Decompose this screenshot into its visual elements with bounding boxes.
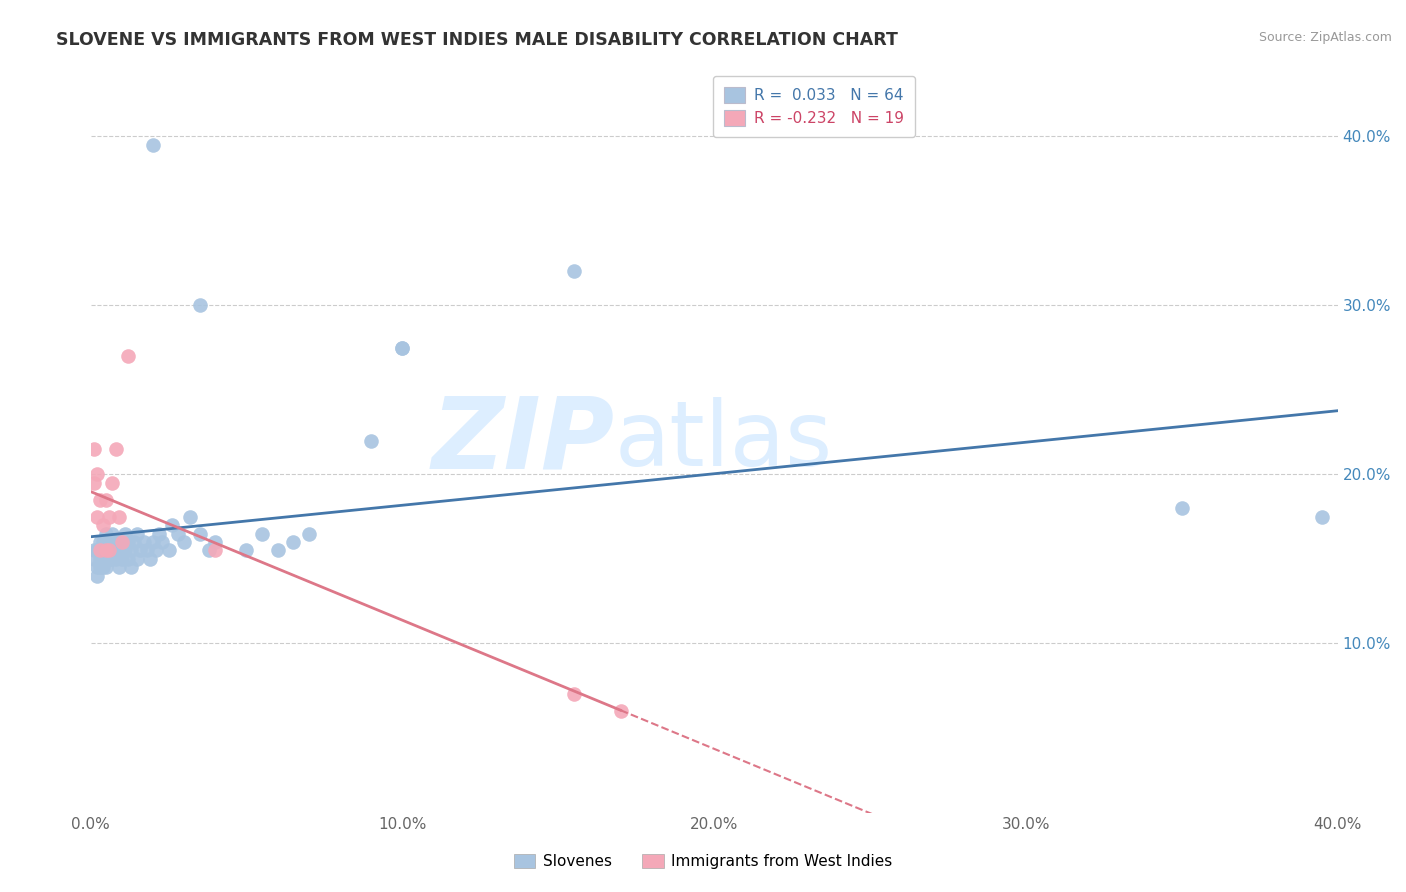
- Point: [104, 442, 127, 456]
- Point: [167, 526, 190, 541]
- Point: [111, 535, 134, 549]
- Point: [83, 543, 105, 558]
- Point: [107, 543, 129, 558]
- Point: [96, 535, 118, 549]
- Point: [157, 543, 180, 558]
- Point: [96, 560, 118, 574]
- Point: [204, 543, 226, 558]
- Point: [179, 509, 201, 524]
- Point: [104, 535, 127, 549]
- Point: [609, 704, 631, 718]
- Point: [86, 560, 108, 574]
- Point: [96, 492, 118, 507]
- Legend: Slovenes, Immigrants from West Indies: Slovenes, Immigrants from West Indies: [508, 848, 898, 875]
- Point: [250, 526, 273, 541]
- Text: atlas: atlas: [614, 397, 832, 484]
- Point: [96, 543, 118, 558]
- Point: [98, 543, 121, 558]
- Point: [96, 543, 118, 558]
- Point: [145, 543, 167, 558]
- Point: [132, 535, 155, 549]
- Point: [101, 526, 124, 541]
- Point: [91, 535, 114, 549]
- Point: [107, 509, 129, 524]
- Point: [1171, 501, 1194, 516]
- Point: [83, 552, 105, 566]
- Point: [1310, 509, 1333, 524]
- Text: Source: ZipAtlas.com: Source: ZipAtlas.com: [1258, 31, 1392, 45]
- Point: [235, 543, 257, 558]
- Point: [101, 475, 124, 490]
- Point: [188, 526, 211, 541]
- Point: [96, 526, 118, 541]
- Point: [117, 535, 139, 549]
- Point: [120, 560, 142, 574]
- Point: [198, 543, 221, 558]
- Point: [86, 569, 108, 583]
- Point: [266, 543, 288, 558]
- Point: [101, 552, 124, 566]
- Point: [173, 535, 195, 549]
- Point: [91, 543, 114, 558]
- Point: [89, 543, 111, 558]
- Point: [91, 552, 114, 566]
- Point: [298, 526, 321, 541]
- Point: [89, 543, 111, 558]
- Text: SLOVENE VS IMMIGRANTS FROM WEST INDIES MALE DISABILITY CORRELATION CHART: SLOVENE VS IMMIGRANTS FROM WEST INDIES M…: [56, 31, 898, 49]
- Text: ZIP: ZIP: [432, 392, 614, 489]
- Point: [160, 518, 183, 533]
- Point: [150, 535, 173, 549]
- Point: [89, 492, 111, 507]
- Point: [89, 560, 111, 574]
- Point: [135, 543, 157, 558]
- Point: [117, 552, 139, 566]
- Point: [127, 552, 149, 566]
- Point: [204, 535, 226, 549]
- Point: [96, 552, 118, 566]
- Point: [127, 526, 149, 541]
- Point: [83, 442, 105, 456]
- Point: [562, 687, 585, 701]
- Point: [188, 298, 211, 312]
- Point: [83, 475, 105, 490]
- Point: [91, 518, 114, 533]
- Point: [283, 535, 305, 549]
- Point: [391, 341, 413, 355]
- Point: [86, 467, 108, 482]
- Point: [107, 560, 129, 574]
- Point: [117, 349, 139, 363]
- Point: [120, 543, 142, 558]
- Point: [98, 509, 121, 524]
- Point: [104, 552, 127, 566]
- Point: [89, 552, 111, 566]
- Point: [86, 543, 108, 558]
- Point: [111, 552, 134, 566]
- Point: [142, 535, 165, 549]
- Point: [91, 560, 114, 574]
- Point: [139, 552, 162, 566]
- Point: [562, 264, 585, 278]
- Point: [391, 341, 413, 355]
- Point: [111, 535, 134, 549]
- Point: [98, 535, 121, 549]
- Point: [114, 543, 136, 558]
- Point: [142, 137, 165, 152]
- Point: [98, 552, 121, 566]
- Point: [129, 543, 152, 558]
- Point: [148, 526, 170, 541]
- Point: [114, 526, 136, 541]
- Point: [360, 434, 382, 448]
- Point: [89, 535, 111, 549]
- Point: [86, 509, 108, 524]
- Point: [101, 543, 124, 558]
- Point: [98, 543, 121, 558]
- Point: [122, 535, 145, 549]
- Legend: R =  0.033   N = 64, R = -0.232   N = 19: R = 0.033 N = 64, R = -0.232 N = 19: [713, 76, 915, 137]
